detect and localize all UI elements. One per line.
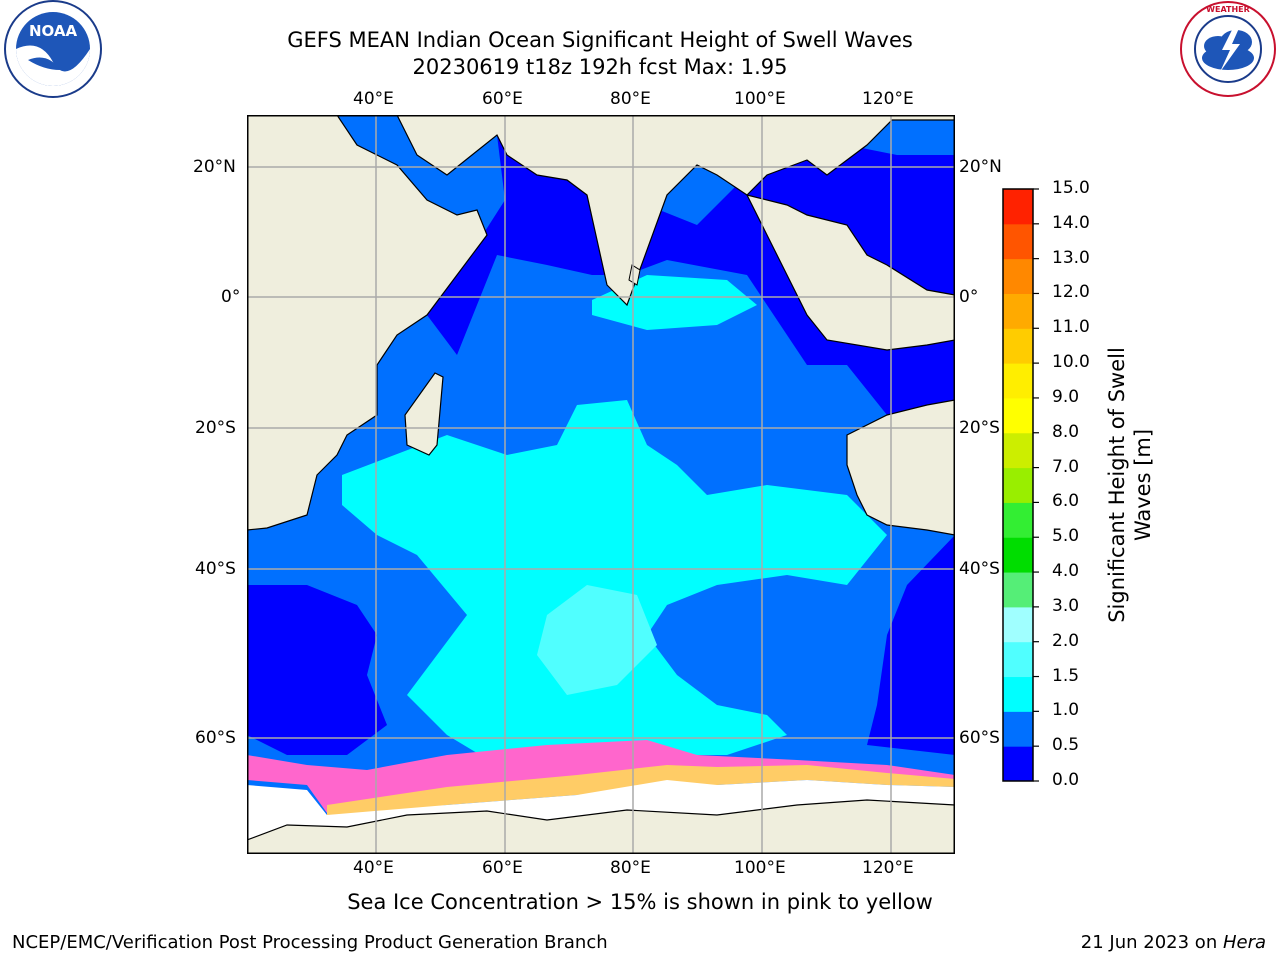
lon-label-bottom-120e: 120°E — [862, 858, 914, 878]
indonesia-land — [745, 194, 955, 351]
colorbar-segment — [1003, 711, 1033, 747]
lon-label-bottom-60e: 60°E — [482, 858, 523, 878]
nws-logo: WEATHER — [1180, 1, 1276, 97]
map-area — [247, 115, 955, 854]
low-swell-region-southeast — [867, 535, 955, 755]
colorbar-segment — [1003, 363, 1033, 399]
colorbar-title: Significant Height of Swell Waves [m] — [1104, 347, 1156, 623]
colorbar-frame — [1002, 188, 1034, 782]
colorbar-segment — [1003, 641, 1033, 678]
colorbar-tick-label: 1.5 — [1052, 665, 1080, 686]
lon-label-bottom-100e: 100°E — [734, 858, 786, 878]
colorbar-segment — [1003, 606, 1033, 643]
australia-land — [846, 399, 955, 536]
footer-machine: Hera — [1222, 932, 1266, 953]
colorbar-tick-label: 6.0 — [1052, 491, 1080, 512]
colorbar-tick-label: 13.0 — [1052, 247, 1090, 268]
lat-label-left-60s: 60°S — [195, 728, 236, 748]
chart-subtitle: 20230619 t18z 192h fcst Max: 1.95 — [412, 55, 788, 79]
colorbar-segment — [1003, 189, 1033, 225]
low-swell-region-southwest — [247, 585, 387, 755]
lon-label-top-80e: 80°E — [610, 89, 651, 109]
colorbar-segment — [1003, 293, 1033, 329]
lon-label-bottom-80e: 80°E — [610, 858, 651, 878]
colorbar-segment — [1003, 467, 1033, 503]
lat-label-right-60s: 60°S — [959, 728, 1000, 748]
colorbar-tick-label: 0.5 — [1052, 735, 1080, 756]
colorbar-segment — [1003, 258, 1033, 294]
colorbar-title-line2: Waves [m] — [1131, 428, 1155, 542]
colorbar-tick-label: 10.0 — [1052, 352, 1090, 373]
colorbar-segment — [1003, 432, 1033, 469]
lon-label-top-40e: 40°E — [353, 89, 394, 109]
lon-label-top-100e: 100°E — [734, 89, 786, 109]
lon-label-top-120e: 120°E — [862, 89, 914, 109]
map-frame — [247, 115, 955, 854]
lat-label-right-20s: 20°S — [959, 418, 1000, 438]
cyan-swell-central — [342, 400, 887, 765]
lat-label-right-40s: 40°S — [959, 559, 1000, 579]
colorbar-tick-label: 12.0 — [1052, 282, 1090, 303]
footer-credit: NCEP/EMC/Verification Post Processing Pr… — [12, 932, 608, 953]
chart-title: GEFS MEAN Indian Ocean Significant Heigh… — [287, 28, 913, 52]
svg-text:WEATHER: WEATHER — [1206, 5, 1250, 14]
lat-label-right-20n: 20°N — [959, 157, 1002, 177]
colorbar — [1002, 188, 1039, 782]
colorbar-tick-label: 9.0 — [1052, 386, 1080, 407]
lat-label-left-0: 0° — [221, 287, 241, 307]
colorbar-tick-label: 11.0 — [1052, 317, 1090, 338]
footer-date-text: 21 Jun 2023 on — [1080, 932, 1223, 953]
colorbar-segment — [1003, 537, 1033, 573]
cyan-swell-core — [537, 585, 657, 695]
colorbar-segment — [1003, 397, 1033, 434]
low-swell-region-north — [387, 120, 955, 425]
noaa-logo-text: NOAA — [29, 22, 78, 40]
madagascar-land — [404, 372, 444, 456]
colorbar-segment — [1003, 676, 1033, 712]
colorbar-segment — [1003, 223, 1033, 260]
colorbar-tick-label: 15.0 — [1052, 178, 1090, 198]
colorbar-title-line1: Significant Height of Swell — [1105, 347, 1129, 623]
colorbar-tick-label: 14.0 — [1052, 212, 1090, 233]
colorbar-tick-label: 0.0 — [1052, 770, 1080, 790]
asia-land — [396, 115, 955, 307]
colorbar-tick-label: 2.0 — [1052, 630, 1080, 651]
colorbar-tick-label: 1.0 — [1052, 700, 1080, 721]
lat-label-left-40s: 40°S — [195, 559, 236, 579]
colorbar-tick-label: 4.0 — [1052, 561, 1080, 582]
sea-ice-caption: Sea Ice Concentration > 15% is shown in … — [347, 890, 933, 914]
antarctica-land — [247, 799, 955, 854]
sri-lanka-land — [628, 264, 641, 286]
lat-label-right-0: 0° — [959, 287, 979, 307]
lat-label-left-20n: 20°N — [193, 157, 236, 177]
colorbar-tick-label: 5.0 — [1052, 526, 1080, 547]
noaa-logo: NOAA — [4, 0, 102, 98]
colorbar-tick-label: 8.0 — [1052, 421, 1080, 442]
graticule — [247, 115, 955, 854]
colorbar-tick-label: 7.0 — [1052, 456, 1080, 477]
colorbar-segment — [1003, 746, 1033, 782]
lon-label-top-60e: 60°E — [482, 89, 523, 109]
colorbar-segment — [1003, 572, 1033, 608]
colorbar-tick-label: 3.0 — [1052, 595, 1080, 616]
lon-label-bottom-40e: 40°E — [353, 858, 394, 878]
footer-date: 21 Jun 2023 on Hera — [1081, 932, 1266, 953]
colorbar-segment — [1003, 328, 1033, 364]
africa-land — [247, 115, 488, 531]
lat-label-left-20s: 20°S — [195, 418, 236, 438]
colorbar-segment — [1003, 502, 1033, 538]
